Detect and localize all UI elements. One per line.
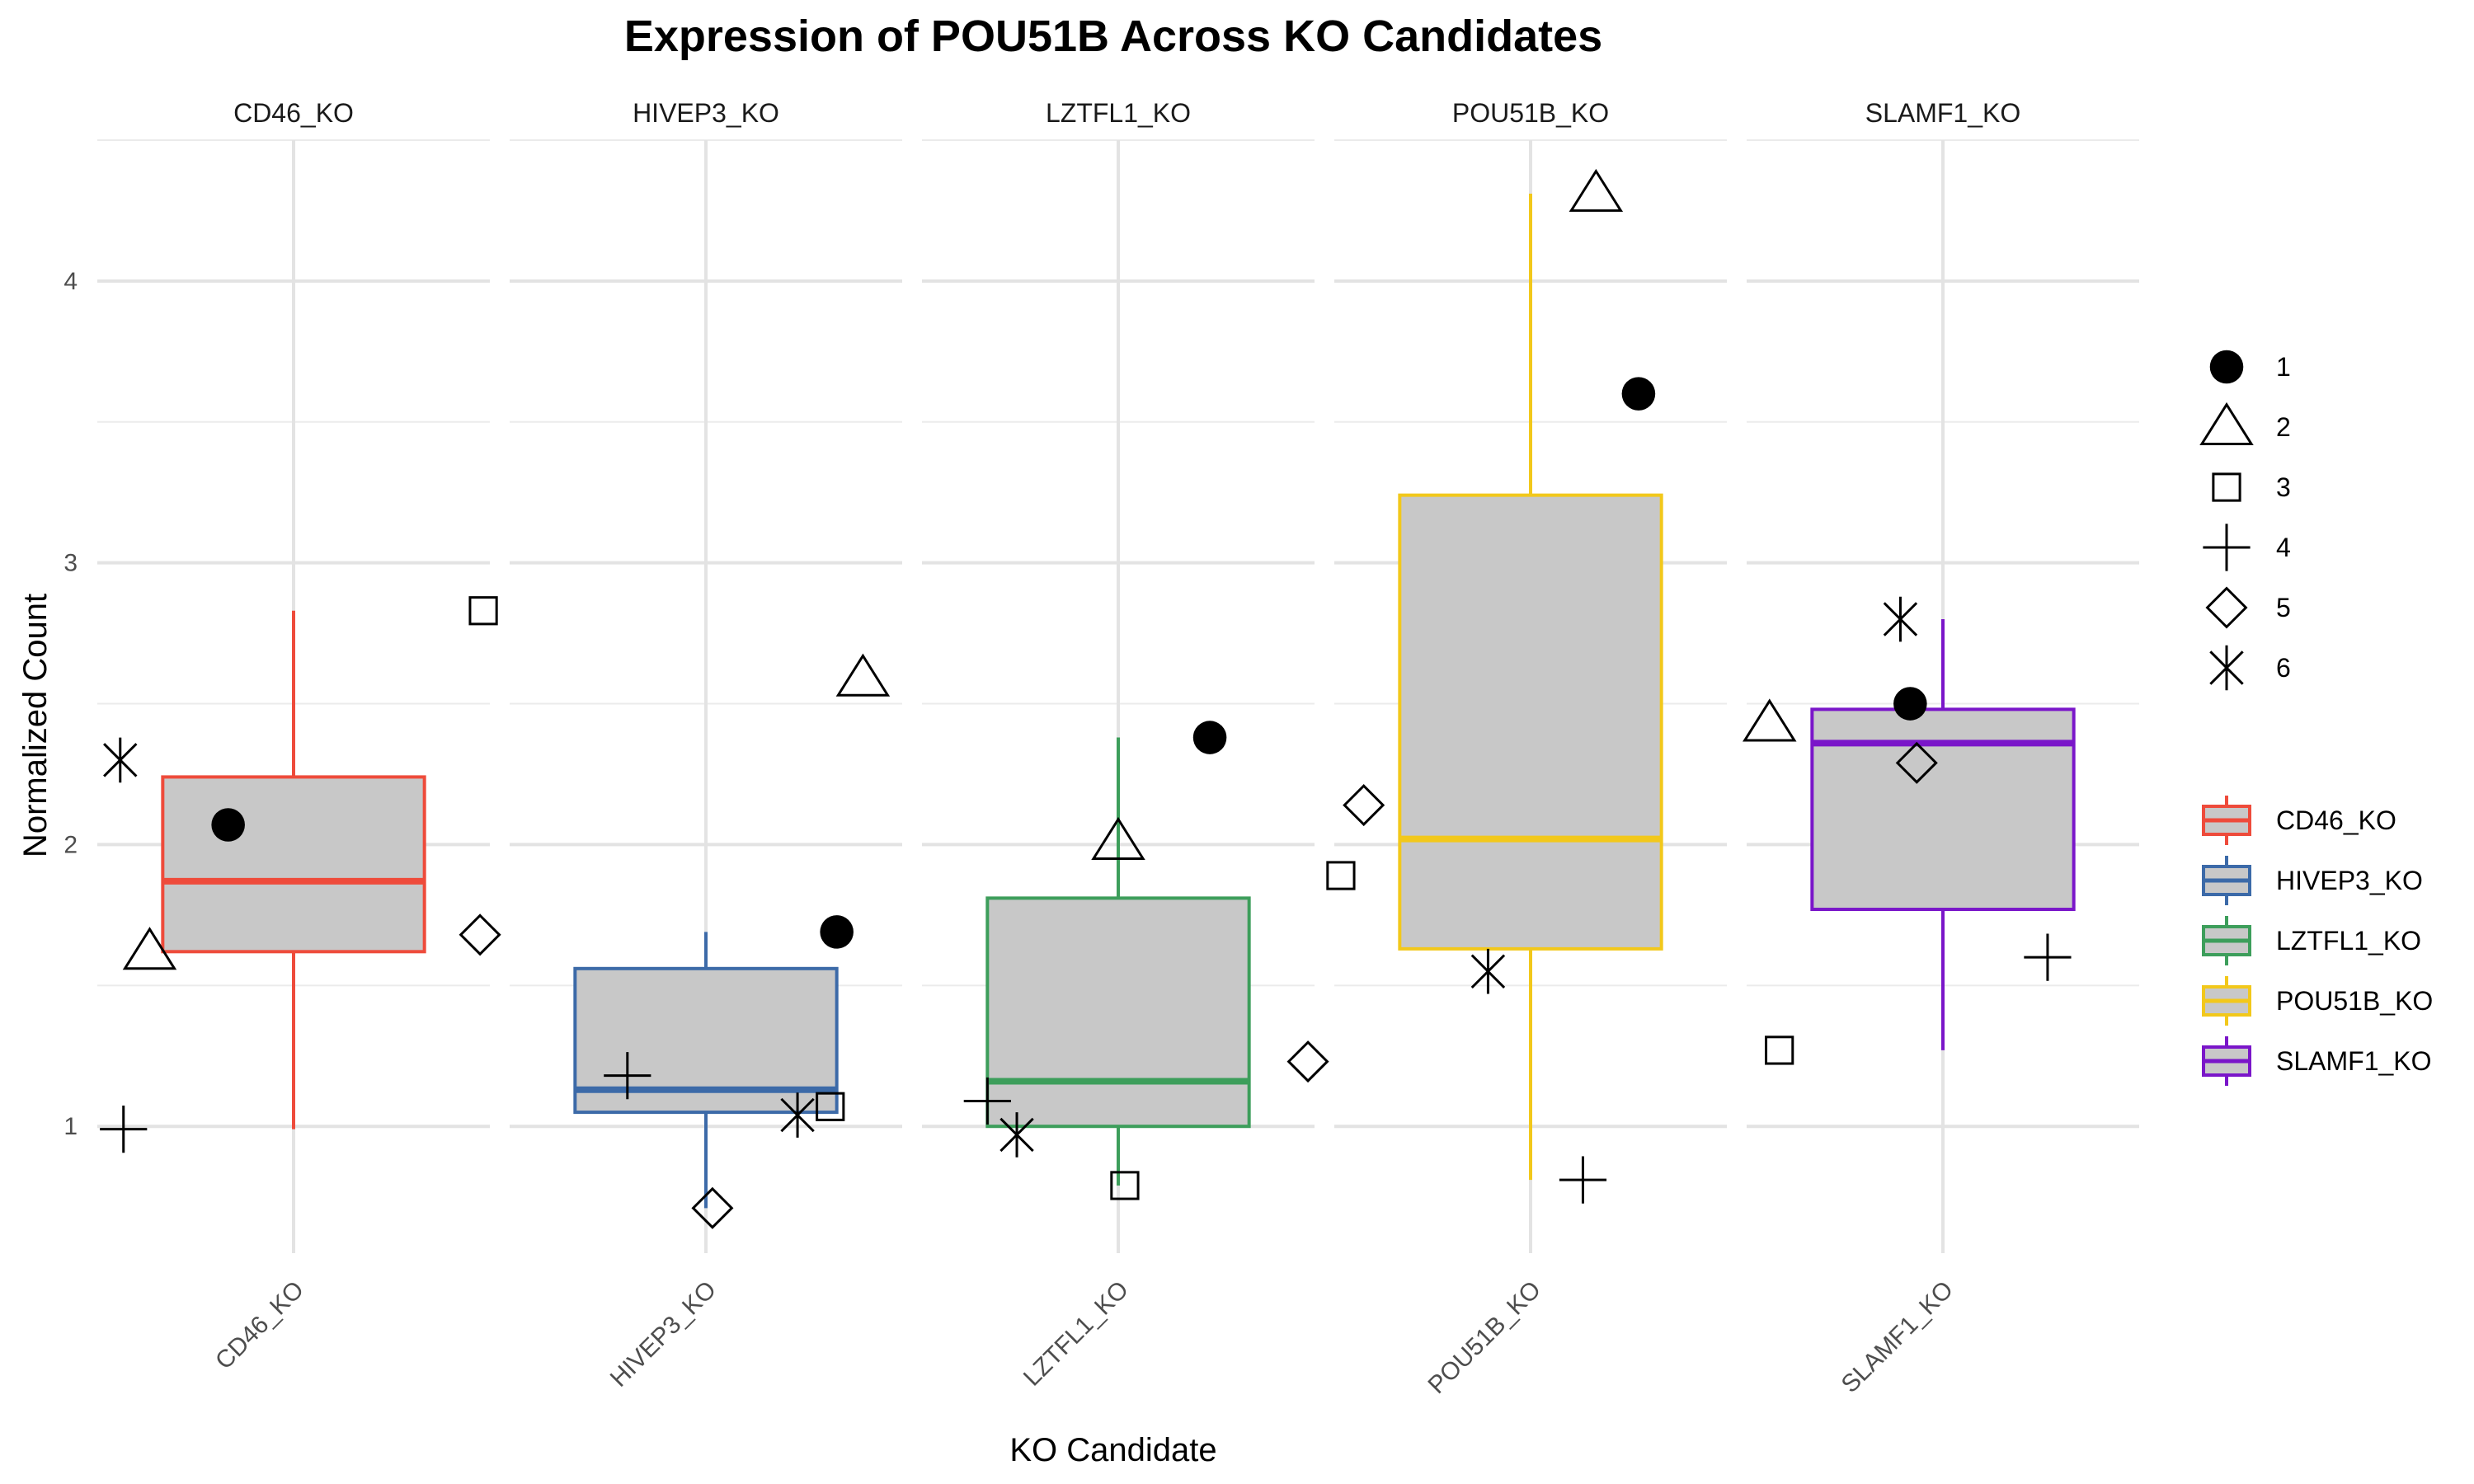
- legend-label: 5: [2276, 593, 2291, 622]
- legend-label: 4: [2276, 533, 2291, 562]
- legend-key: [2199, 402, 2254, 445]
- legend-shape-item: 1: [2209, 350, 2291, 384]
- data-point: [211, 808, 245, 842]
- data-point: [1091, 816, 1145, 860]
- y-tick-label: 4: [63, 268, 78, 295]
- data-point: [999, 1112, 1034, 1158]
- data-point: [1893, 687, 1927, 721]
- legend-shape-item: 5: [2205, 586, 2291, 629]
- facet-panel: POU51B_KO POU51B_KO: [1326, 98, 1727, 1399]
- boxplot: [1810, 619, 2076, 1050]
- y-axis-title: Normalized Count: [17, 594, 54, 857]
- legend-label: HIVEP3_KO: [2276, 866, 2423, 895]
- legend-key: [2203, 524, 2251, 571]
- box-iqr: [1398, 493, 1663, 951]
- box-iqr: [161, 775, 426, 954]
- legend-fill-item: CD46_KO: [2202, 796, 2396, 845]
- facet-panels: CD46_KO CD46_KO HIVEP3_KO HIVEP3_KO LZTFL1_K…: [63, 98, 2139, 1399]
- data-point: [1286, 1040, 1329, 1083]
- data-point: [780, 1092, 815, 1138]
- legend-key: [2212, 472, 2241, 502]
- legend-shape-item: 2: [2199, 402, 2291, 445]
- data-point: [835, 653, 891, 697]
- facet-label: POU51B_KO: [1452, 98, 1609, 128]
- data-point: [1621, 377, 1656, 411]
- legend-label: POU51B_KO: [2276, 986, 2433, 1016]
- x-tick-label: LZTFL1_KO: [1018, 1276, 1134, 1392]
- box-iqr: [985, 896, 1251, 1129]
- legend-label: SLAMF1_KO: [2276, 1046, 2432, 1076]
- data-point: [1895, 741, 1938, 784]
- boxplot: [1398, 193, 1663, 1181]
- data-point: [604, 1052, 651, 1100]
- data-point: [816, 1092, 845, 1121]
- legend: 1 2 3 4 5 6 CD46_KO HIVEP3_KO LZTFL1_KO POU51B_KO…: [2199, 350, 2433, 1086]
- legend-fill-item: LZTFL1_KO: [2202, 916, 2421, 965]
- data-point: [1559, 1156, 1607, 1204]
- data-point: [1569, 168, 1624, 212]
- legend-shape-item: 4: [2203, 524, 2291, 571]
- facet-label: SLAMF1_KO: [1865, 98, 2021, 128]
- facet-label: LZTFL1_KO: [1046, 98, 1191, 128]
- boxplot: [573, 932, 839, 1209]
- data-point: [100, 1106, 148, 1153]
- facet-label: HIVEP3_KO: [633, 98, 779, 128]
- data-point: [1470, 948, 1506, 994]
- x-axis-title: KO Candidate: [1009, 1432, 1216, 1468]
- y-tick-label: 2: [63, 831, 78, 858]
- y-tick-label: 3: [63, 550, 78, 577]
- data-point: [1883, 596, 1918, 642]
- data-point: [468, 596, 498, 626]
- legend-key: [2205, 586, 2248, 629]
- data-point: [691, 1186, 734, 1229]
- chart-title: Expression of POU51B Across KO Candidate…: [624, 12, 1602, 61]
- legend-label: 1: [2276, 352, 2291, 382]
- legend-shape-item: 6: [2209, 645, 2291, 691]
- data-point: [122, 927, 177, 970]
- legend-shape-item: 3: [2212, 472, 2291, 502]
- facet-label: CD46_KO: [233, 98, 354, 128]
- boxplot: [985, 737, 1251, 1186]
- data-point: [963, 1077, 1011, 1125]
- legend-key: [2209, 350, 2244, 384]
- x-tick-label: HIVEP3_KO: [605, 1276, 722, 1392]
- data-point: [1192, 721, 1227, 754]
- x-tick-label: POU51B_KO: [1423, 1276, 1545, 1399]
- legend-label: CD46_KO: [2276, 805, 2396, 835]
- data-point: [103, 737, 138, 783]
- facet-panel: SLAMF1_KO SLAMF1_KO: [1743, 98, 2139, 1398]
- legend-fill-item: SLAMF1_KO: [2202, 1036, 2432, 1086]
- data-point: [1343, 784, 1385, 827]
- legend-label: 2: [2276, 412, 2291, 442]
- legend-fill-item: POU51B_KO: [2202, 976, 2433, 1026]
- box-iqr: [1810, 707, 2076, 912]
- data-point: [820, 915, 854, 949]
- facet-panel: LZTFL1_KO LZTFL1_KO: [922, 98, 1329, 1392]
- data-point: [1743, 698, 1797, 742]
- facet-panel: HIVEP3_KO HIVEP3_KO: [510, 98, 902, 1392]
- legend-fill-item: HIVEP3_KO: [2202, 856, 2423, 905]
- legend-label: LZTFL1_KO: [2276, 926, 2421, 956]
- data-point: [1110, 1171, 1140, 1200]
- facet-panel: CD46_KO CD46_KO: [97, 98, 501, 1375]
- legend-key: [2209, 645, 2244, 691]
- data-point: [459, 913, 501, 956]
- data-point: [1326, 861, 1356, 890]
- y-tick-label: 1: [63, 1113, 78, 1140]
- boxplot: [161, 610, 426, 1129]
- data-point: [1765, 1036, 1794, 1065]
- legend-label: 6: [2276, 653, 2291, 683]
- x-tick-label: CD46_KO: [210, 1276, 309, 1375]
- x-tick-label: SLAMF1_KO: [1837, 1276, 1959, 1398]
- legend-label: 3: [2276, 472, 2291, 502]
- data-point: [2024, 933, 2072, 981]
